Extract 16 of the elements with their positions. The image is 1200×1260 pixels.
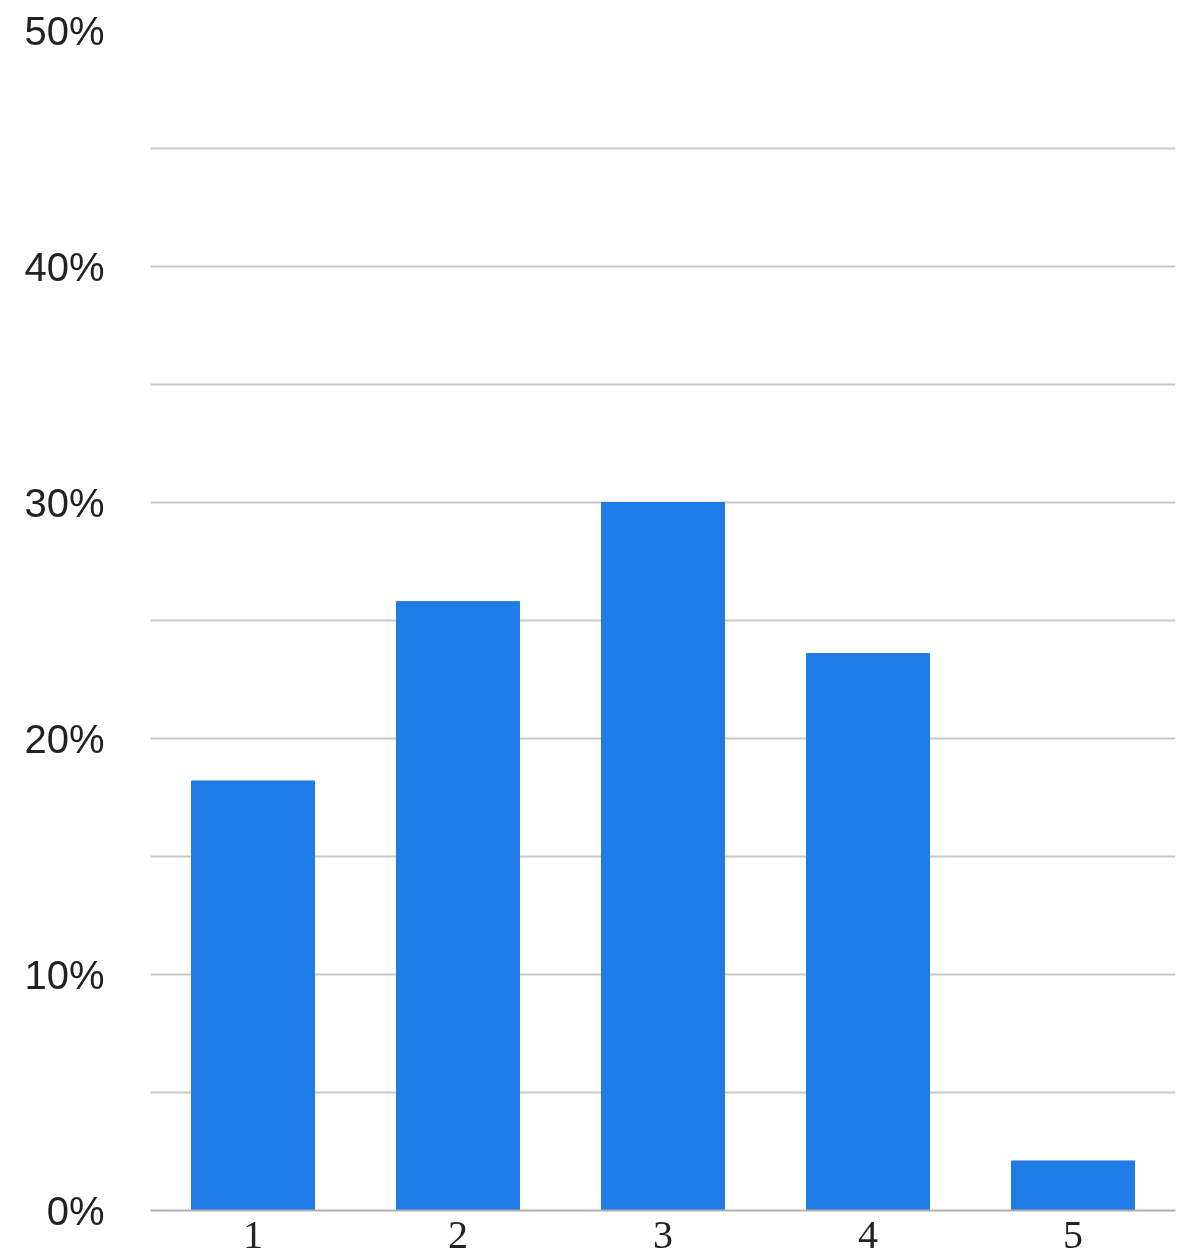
- y-tick-label: 0%: [46, 1188, 105, 1233]
- y-tick-label: 30%: [24, 480, 105, 525]
- bar: [1011, 1160, 1135, 1211]
- x-tick-label: 3: [653, 1211, 673, 1257]
- y-tick-label: 20%: [24, 716, 105, 761]
- y-tick-label: 50%: [24, 8, 105, 53]
- y-tick-label: 40%: [24, 244, 105, 289]
- bar: [191, 780, 315, 1211]
- x-tick-label: 4: [858, 1211, 878, 1257]
- bar: [806, 653, 930, 1211]
- bar: [396, 601, 520, 1211]
- bar: [601, 502, 725, 1211]
- x-tick-label: 5: [1063, 1211, 1083, 1257]
- y-tick-label: 10%: [24, 952, 105, 997]
- x-tick-label: 2: [448, 1211, 468, 1257]
- x-tick-label: 1: [243, 1211, 263, 1257]
